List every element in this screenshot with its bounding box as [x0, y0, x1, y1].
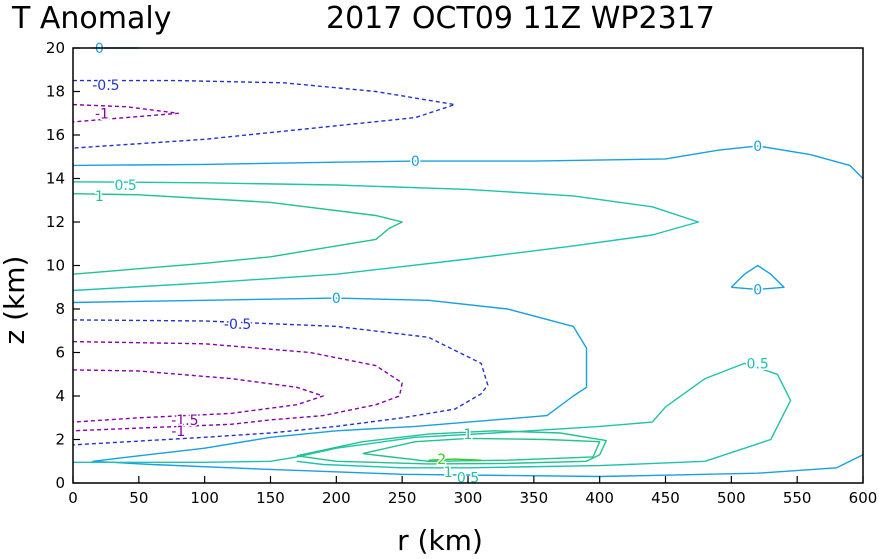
contour-label-12: -1 — [171, 424, 185, 440]
x-tick-label-11: 550 — [783, 489, 812, 507]
x-tick-label-10: 500 — [717, 489, 746, 507]
contour-label-6: 1 — [95, 189, 104, 205]
x-tick-label-4: 200 — [322, 489, 351, 507]
x-axis-ticks: 0 50 100 150 200 250 300 350 400 450 500 550 600 — [68, 476, 877, 507]
contour-label-0: 0 — [95, 41, 104, 57]
y-tick-label-5: 10 — [46, 257, 65, 275]
contour-label-15: 1 — [444, 465, 453, 481]
contour-label-2: -1 — [95, 106, 109, 122]
x-tick-label-6: 300 — [454, 489, 483, 507]
y-axis-ticks: 0 2 4 6 8 10 12 14 16 18 20 — [46, 39, 80, 492]
x-tick-label-0: 0 — [68, 489, 78, 507]
x-tick-label-12: 600 — [849, 489, 878, 507]
y-axis-label: z (km) — [0, 256, 31, 345]
y-tick-label-4: 8 — [55, 300, 65, 318]
x-tick-label-9: 450 — [651, 489, 680, 507]
x-tick-label-5: 250 — [388, 489, 417, 507]
y-tick-label-7: 14 — [46, 170, 65, 188]
y-tick-label-9: 18 — [46, 83, 65, 101]
contour-label-1: -0.5 — [92, 78, 119, 94]
x-tick-label-7: 350 — [520, 489, 549, 507]
contour-label-7: 0 — [332, 291, 341, 307]
contour-label-8: 0 — [753, 282, 762, 298]
contour-label-3: 0 — [411, 154, 420, 170]
y-tick-label-0: 0 — [55, 474, 65, 492]
contour-line-9 — [72, 369, 324, 423]
y-tick-label-6: 12 — [46, 213, 65, 231]
contour-line-8 — [72, 340, 403, 432]
contour-line-6 — [72, 297, 864, 478]
contour-label-13: 1 — [464, 427, 473, 443]
contour-label-5: 0.5 — [115, 178, 137, 194]
chart-subtitle: 2017 OCT09 11Z WP2317 — [326, 1, 715, 36]
contour-line-1 — [72, 79, 456, 149]
contour-label-14: 2 — [437, 452, 446, 468]
x-axis-label: r (km) — [397, 524, 483, 557]
contour-line-2 — [72, 103, 180, 123]
contour-line-4 — [72, 181, 700, 292]
x-tick-label-2: 100 — [190, 489, 219, 507]
contour-label-11: -1.5 — [171, 413, 198, 429]
contour-line-11 — [73, 362, 792, 469]
y-tick-label-8: 16 — [46, 126, 65, 144]
contour-label-10: 0.5 — [747, 356, 769, 372]
y-tick-label-10: 20 — [46, 39, 65, 57]
contour-line-7 — [72, 319, 489, 446]
contour-line-13 — [362, 437, 601, 462]
contour-line-12 — [296, 430, 607, 465]
x-tick-label-8: 400 — [585, 489, 614, 507]
y-tick-label-2: 4 — [55, 387, 65, 405]
contour-lines — [72, 47, 864, 478]
contour-line-3 — [72, 145, 864, 179]
y-tick-label-1: 2 — [55, 431, 65, 449]
contour-label-4: 0 — [753, 139, 762, 155]
y-tick-label-3: 6 — [55, 344, 65, 362]
x-tick-label-3: 150 — [256, 489, 285, 507]
contour-label-9: -0.5 — [224, 317, 251, 333]
contour-line-10 — [730, 264, 785, 291]
contour-line-5 — [72, 193, 403, 275]
contour-line-14 — [428, 458, 482, 461]
chart-title: T Anomaly — [11, 1, 171, 36]
x-tick-label-1: 50 — [129, 489, 148, 507]
